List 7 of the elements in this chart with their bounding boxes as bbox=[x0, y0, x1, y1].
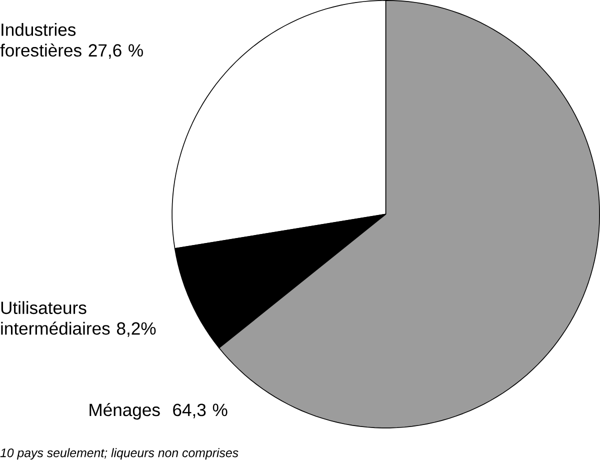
slice-label: Ménages bbox=[90, 403, 160, 420]
slice-label: Industries forestières bbox=[0, 23, 82, 57]
text: 10 pays seulement; liqueurs non comprises bbox=[0, 448, 238, 460]
slice-label: Utilisateurs intermédiaires bbox=[1, 301, 110, 335]
data-label: 8,2% bbox=[117, 322, 156, 337]
data-label: 64,3 % bbox=[173, 404, 228, 418]
data-label: 27,6 % bbox=[88, 44, 143, 59]
